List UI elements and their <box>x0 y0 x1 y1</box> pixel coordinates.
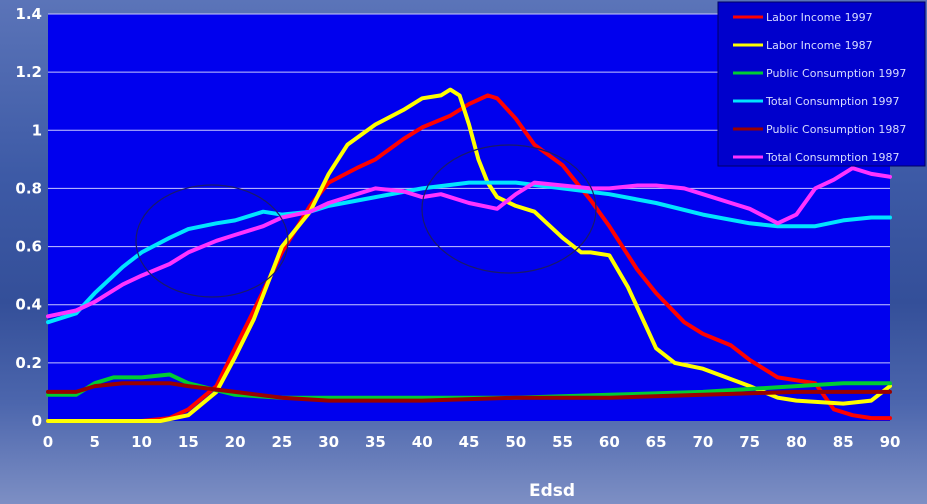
legend: Labor Income 1997 Labor Income 1987 Public… <box>717 1 926 167</box>
y-tick-label: 0.6 <box>15 238 42 256</box>
y-tick-label: 0.8 <box>15 179 42 197</box>
legend-entry-labor-income-1987: Labor Income 1987 <box>766 39 873 52</box>
x-tick-label: 0 <box>43 433 53 451</box>
x-tick-label: 85 <box>833 433 854 451</box>
x-tick-label: 10 <box>131 433 152 451</box>
series-line-public-consumption-1987 <box>46 381 892 403</box>
x-tick-label: 5 <box>90 433 100 451</box>
legend-entry-public-consumption-1997: Public Consumption 1997 <box>766 67 906 80</box>
x-tick-label: 80 <box>786 433 807 451</box>
y-tick-label: 0 <box>32 412 42 430</box>
x-tick-label: 45 <box>459 433 480 451</box>
y-tick-label: 0.4 <box>15 296 42 314</box>
series-line-total-consumption-1997 <box>46 180 892 325</box>
x-tick-label: 35 <box>365 433 386 451</box>
series-line-total-consumption-1987 <box>46 166 892 319</box>
y-axis-ticks: 0 0.2 0.4 0.6 0.8 1 1.2 1.4 <box>15 5 42 430</box>
x-tick-label: 50 <box>505 433 526 451</box>
y-tick-label: 1 <box>32 121 42 139</box>
x-tick-label: 75 <box>739 433 760 451</box>
x-tick-label: 40 <box>412 433 433 451</box>
legend-background <box>717 1 926 167</box>
y-tick-label: 1.4 <box>15 5 42 23</box>
x-axis-ticks: 0 5 10 15 20 25 30 35 40 45 50 55 60 65 70 75 80 85 90 <box>43 433 901 451</box>
x-tick-label: 30 <box>318 433 339 451</box>
legend-entry-public-consumption-1987: Public Consumption 1987 <box>766 123 906 136</box>
x-tick-label: 65 <box>646 433 667 451</box>
x-tick-label: 90 <box>880 433 901 451</box>
y-tick-label: 0.2 <box>15 354 42 372</box>
series-lines <box>46 87 892 423</box>
x-tick-label: 20 <box>225 433 246 451</box>
highlight-ellipse-left <box>135 184 289 298</box>
x-tick-label: 60 <box>599 433 620 451</box>
series-line-labor-income-1997 <box>46 93 892 423</box>
x-axis-label: Edsd <box>529 481 575 501</box>
legend-entry-total-consumption-1987: Total Consumption 1987 <box>765 151 900 164</box>
x-tick-label: 15 <box>178 433 199 451</box>
x-tick-label: 70 <box>692 433 713 451</box>
legend-entry-labor-income-1997: Labor Income 1997 <box>766 11 873 24</box>
y-tick-label: 1.2 <box>15 63 42 81</box>
x-tick-label: 55 <box>552 433 573 451</box>
highlight-ellipse-right <box>421 144 597 274</box>
legend-entry-total-consumption-1997: Total Consumption 1997 <box>765 95 900 108</box>
x-tick-label: 25 <box>271 433 292 451</box>
